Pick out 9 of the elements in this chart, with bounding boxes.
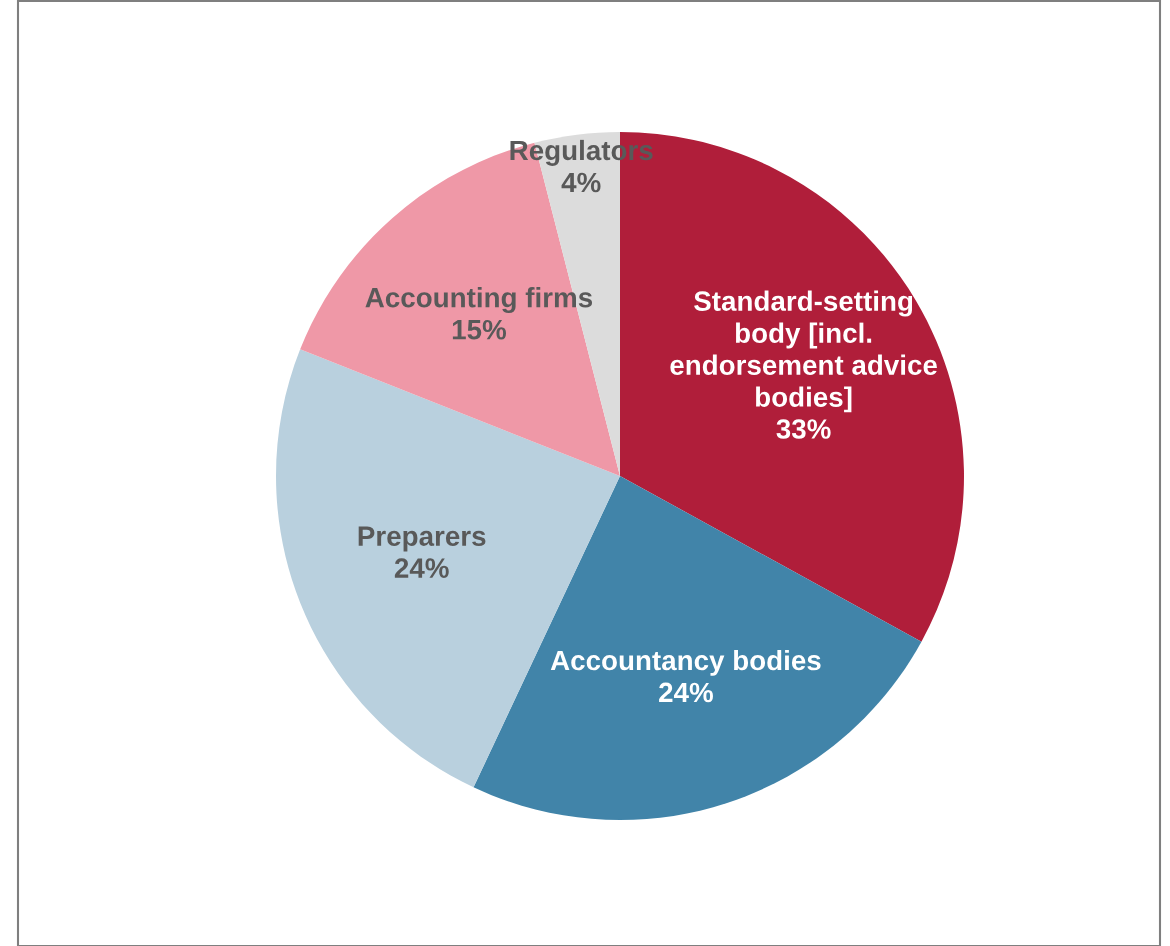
data-label: 24% <box>394 558 449 578</box>
data-label: 33% <box>776 419 831 439</box>
slice-label: Accounting firms <box>365 287 593 314</box>
slice-label: Preparers <box>358 526 486 552</box>
slice-label: Accountancy bodies <box>550 649 821 676</box>
data-label: 24% <box>659 682 713 703</box>
data-label: 4% <box>561 172 601 193</box>
slice-label: Standard-setting body [incl. endorsement advice bodies] <box>670 290 937 413</box>
data-label: 15% <box>452 319 507 340</box>
